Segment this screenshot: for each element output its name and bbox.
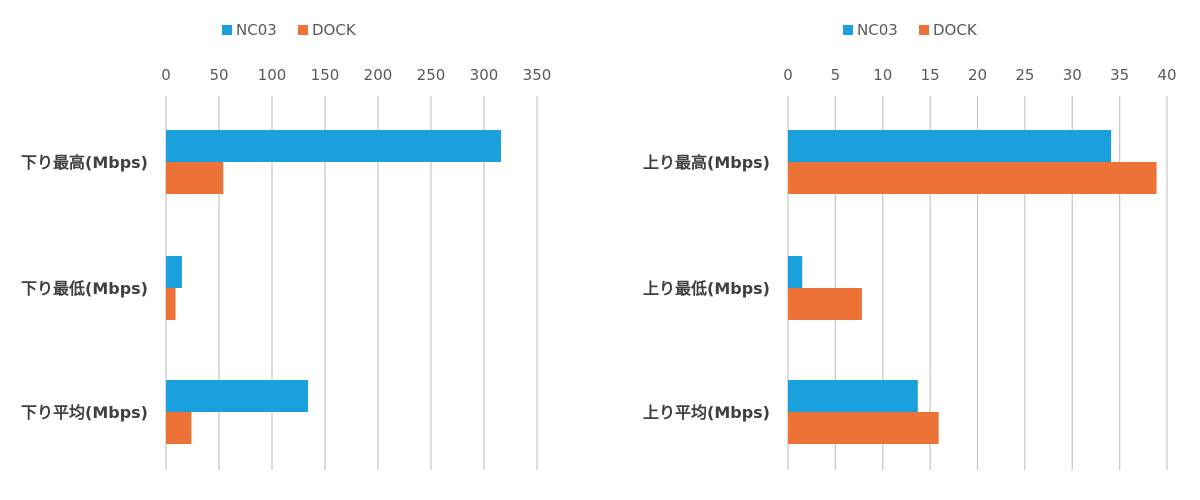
left-legend-label-nc03: NC03 (236, 21, 277, 39)
right-bar-dock-1 (788, 288, 862, 320)
right-x-tick-label-7: 35 (1110, 66, 1129, 84)
left-category-label-2: 下り平均(Mbps) (21, 403, 148, 422)
left-x-tick-label-7: 350 (523, 66, 552, 84)
left-bar-dock-0 (166, 162, 224, 194)
right-bar-nc03-0 (788, 130, 1112, 162)
left-legend-label-dock: DOCK (312, 21, 357, 39)
right-bar-dock-2 (788, 412, 939, 444)
right-x-tick-label-2: 10 (873, 66, 892, 84)
left-x-tick-label-5: 250 (417, 66, 446, 84)
left-x-tick-label-3: 150 (311, 66, 340, 84)
left-legend-swatch-dock (298, 25, 308, 35)
right-x-tick-label-0: 0 (783, 66, 793, 84)
right-x-tick-label-3: 15 (921, 66, 940, 84)
right-legend-label-nc03: NC03 (857, 21, 898, 39)
left-category-label-1: 下り最低(Mbps) (21, 279, 148, 298)
right-legend-label-dock: DOCK (933, 21, 978, 39)
left-x-tick-label-6: 300 (470, 66, 499, 84)
right-category-label-2: 上り平均(Mbps) (643, 403, 770, 422)
left-legend-swatch-nc03 (222, 25, 232, 35)
left-bar-nc03-0 (166, 130, 501, 162)
left-category-label-0: 下り最高(Mbps) (21, 153, 148, 172)
right-x-tick-label-1: 5 (831, 66, 841, 84)
left-x-tick-label-1: 50 (209, 66, 228, 84)
right-category-label-0: 上り最高(Mbps) (643, 153, 770, 172)
right-legend-swatch-dock (919, 25, 929, 35)
right-x-tick-label-6: 30 (1063, 66, 1082, 84)
right-bar-nc03-1 (788, 256, 803, 288)
left-x-tick-label-2: 100 (258, 66, 287, 84)
left-bar-nc03-2 (166, 380, 309, 412)
left-bar-dock-1 (166, 288, 176, 320)
chart-download-speed: 0 50 100 150 200 250 300 350 下り最高(Mbps) 下り最低(Mbps… (21, 21, 552, 470)
right-x-tick-label-4: 20 (968, 66, 987, 84)
right-x-tick-label-8: 40 (1157, 66, 1176, 84)
right-category-label-1: 上り最低(Mbps) (643, 279, 770, 298)
right-legend-swatch-nc03 (843, 25, 853, 35)
right-bar-nc03-2 (788, 380, 918, 412)
left-bar-nc03-1 (166, 256, 182, 288)
right-x-tick-label-5: 25 (1015, 66, 1034, 84)
chart-upload-speed: 0 5 10 15 20 25 30 35 40 上り最高(Mbps) 上り最低(Mbps) 上り平均… (643, 21, 1177, 470)
left-x-tick-label-4: 200 (364, 66, 393, 84)
left-x-tick-label-0: 0 (161, 66, 171, 84)
right-bar-dock-0 (788, 162, 1157, 194)
left-bar-dock-2 (166, 412, 192, 444)
